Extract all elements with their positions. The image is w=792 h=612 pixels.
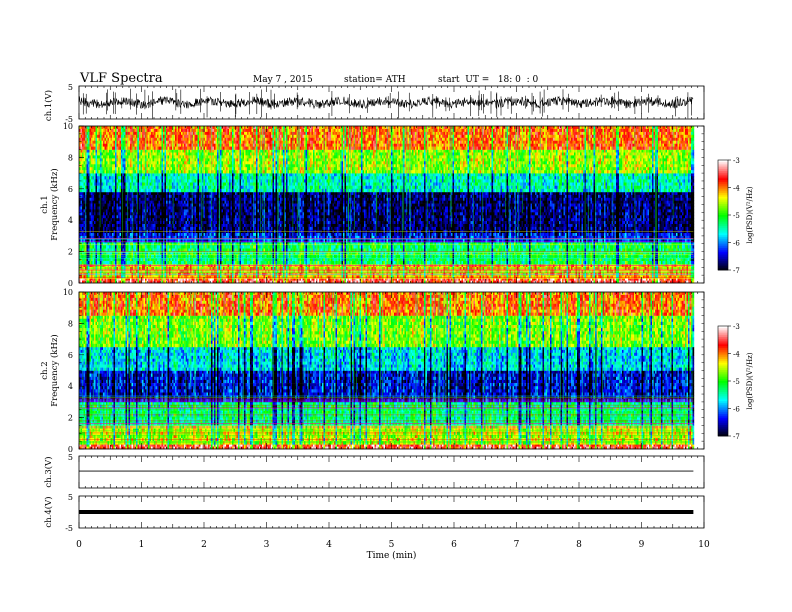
ch1-colorbar-label: -5 [733, 212, 740, 220]
ch4-waveform-trace [79, 510, 693, 514]
ch1-colorbar-label: -7 [733, 267, 740, 275]
ch2-colorbar [718, 326, 728, 436]
ch1-colorbar-label: -3 [733, 157, 740, 165]
x-ticks [79, 456, 704, 488]
ch2-ylabel-channel: ch.2 [40, 361, 50, 379]
x-tick-label: 10 [698, 540, 710, 550]
x-tick-label: 1 [139, 540, 145, 550]
x-tick-label: 0 [76, 540, 82, 550]
ch1-ylabel-frequency: Frequency (kHz) [49, 168, 60, 240]
ch4-ytick-5: 5 [68, 493, 73, 502]
ch1-ytick-label: 4 [68, 216, 73, 225]
ch1-spectrogram-image [79, 126, 694, 283]
ch2-ytick-label: 4 [68, 382, 73, 391]
ch1-ytick-label: 6 [68, 185, 73, 194]
ch3-ytick-5: 5 [68, 453, 73, 462]
ch1-ylabel-channel: ch.1 [40, 195, 50, 213]
ch1-ytick-label: 0 [68, 279, 73, 288]
x-tick-label: 8 [576, 540, 582, 550]
ch2-ytick-label: 2 [68, 414, 73, 423]
x-tick-label: 4 [326, 540, 332, 550]
x-ticks [79, 86, 704, 119]
ch2-colorbar-label: -6 [733, 406, 740, 414]
ch2-ytick-label: 8 [68, 319, 73, 328]
ch2-ytick-label: 6 [68, 351, 73, 360]
x-tick-label: 7 [514, 540, 520, 550]
ch1-ytick-label: 10 [63, 122, 73, 131]
x-axis-label: Time (min) [367, 550, 417, 561]
ch1-ytick-5: 5 [68, 83, 73, 92]
ch1-ytick-label: 2 [68, 248, 73, 257]
ch2-spectrogram-image [79, 292, 694, 449]
ch2-ytick-label: 10 [63, 288, 73, 297]
x-tick-label: 3 [264, 540, 270, 550]
ch2-ylabel-frequency: Frequency (kHz) [49, 334, 60, 406]
ch1-colorbar-label: -6 [733, 240, 740, 248]
x-tick-label: 2 [201, 540, 207, 550]
ch2-colorbar-label: -5 [733, 378, 740, 386]
ch1-colorbar-label: -4 [733, 185, 740, 193]
ch2-colorbar-label: -7 [733, 433, 740, 441]
ch1-ytick-label: 8 [68, 153, 73, 162]
ch2-colorbar-label: -4 [733, 351, 740, 359]
x-tick-label: 5 [389, 540, 395, 550]
ch1-colorbar [718, 160, 728, 270]
ch2-colorbar-label: -3 [733, 323, 740, 331]
x-tick-label: 9 [639, 540, 645, 550]
ch2-colorbar-title: log(PSD)(V²/Hz) [746, 352, 754, 409]
vlf-spectra-figure: 5-5ch.1(V)0246810ch.1 Frequency (kHz)-3-4… [0, 0, 792, 612]
ch4-ylabel: ch.4(V) [43, 496, 54, 527]
ch4-ytick-neg5: -5 [65, 524, 73, 533]
ch3-ylabel: ch.3(V) [43, 456, 54, 487]
x-tick-label: 6 [451, 540, 457, 550]
ch1-ylabel: ch.1(V) [43, 90, 54, 121]
ch1-colorbar-title: log(PSD)(V²/Hz) [746, 186, 754, 243]
